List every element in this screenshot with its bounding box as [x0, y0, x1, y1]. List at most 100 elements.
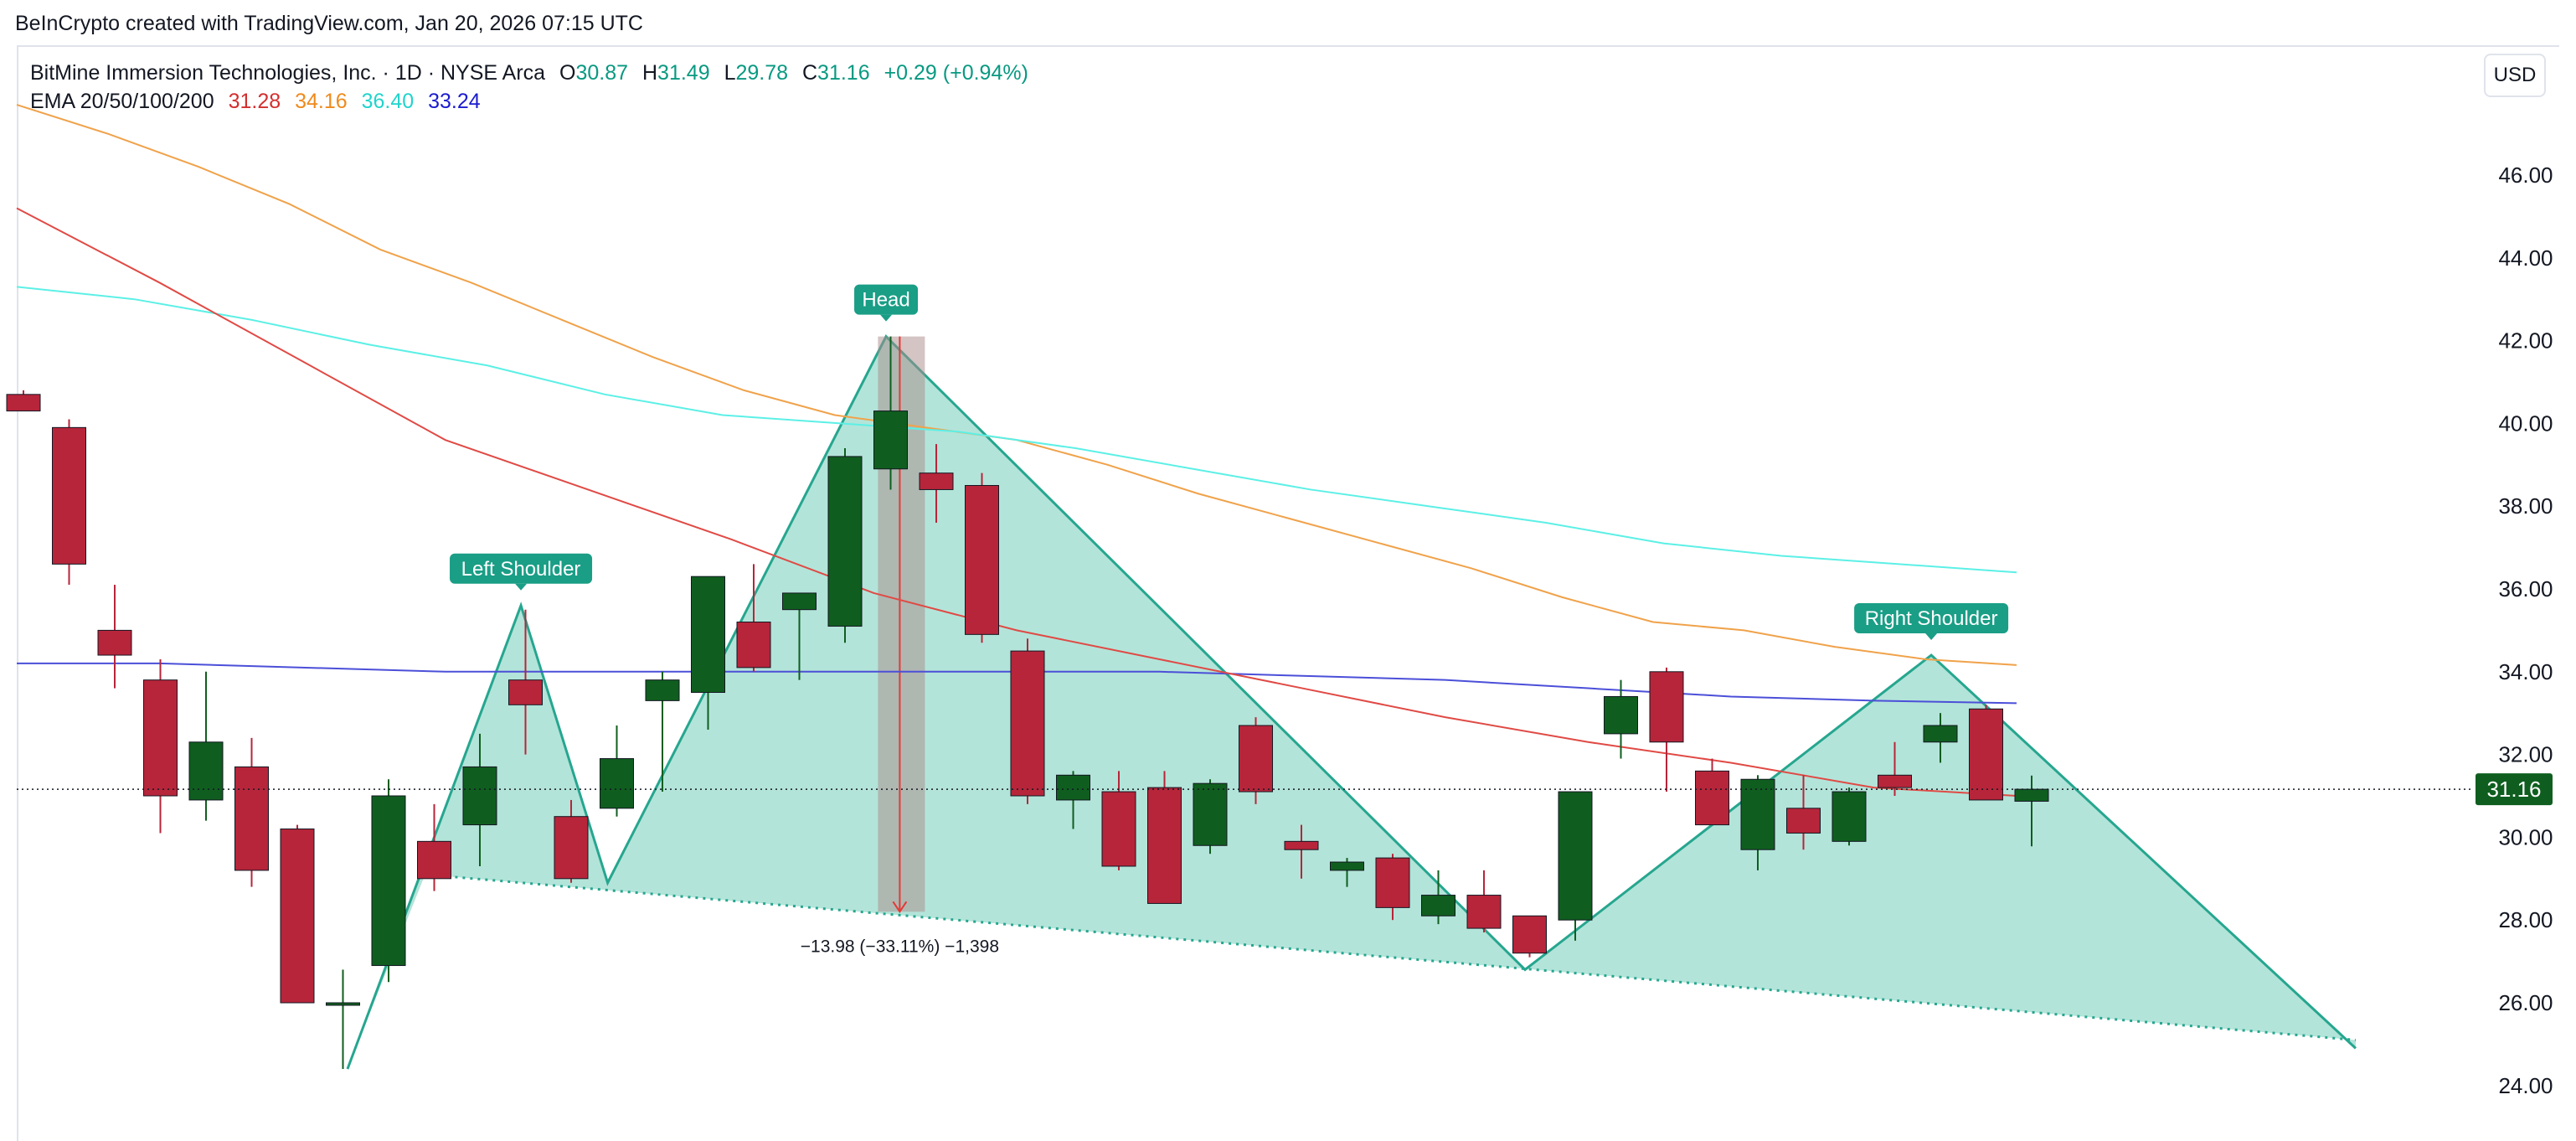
close-value: 31.16: [817, 61, 870, 85]
candle-body: [280, 829, 315, 1004]
candle-body: [1740, 778, 1775, 850]
candle-body: [1695, 770, 1729, 826]
candle: [782, 592, 817, 680]
candle: [6, 390, 41, 412]
candle-body: [1193, 782, 1228, 846]
pattern-fill: [347, 336, 2356, 1070]
low-value: 29.78: [735, 61, 789, 85]
close-label: C: [801, 61, 818, 85]
candle-body: [965, 485, 999, 635]
candle-body: [234, 766, 269, 871]
candle-body: [326, 1002, 360, 1006]
candle: [2014, 775, 2049, 847]
candle: [873, 336, 908, 490]
candle: [1878, 741, 1912, 796]
candle: [417, 803, 451, 891]
candle: [1512, 915, 1547, 958]
candle-body: [143, 679, 178, 797]
candle: [1466, 870, 1502, 933]
ema50-value: 34.16: [295, 90, 348, 113]
candle-body: [6, 394, 41, 412]
ema200-value: 33.24: [428, 90, 481, 113]
candle: [508, 609, 543, 755]
candle-body: [52, 426, 86, 565]
candle: [600, 725, 634, 817]
currency-button[interactable]: USD: [2484, 54, 2546, 97]
open-label: O: [559, 61, 576, 85]
candle: [326, 969, 360, 1070]
y-tick-label: 28.00: [2498, 907, 2553, 932]
candle-body: [1147, 787, 1182, 904]
candle: [1604, 679, 1638, 759]
y-tick-label: 34.00: [2498, 659, 2553, 684]
candle-body: [1786, 808, 1821, 834]
candle-body: [1969, 708, 2003, 801]
y-tick-label: 40.00: [2498, 410, 2553, 436]
ema-row: EMA 20/50/100/200 31.28 34.16 36.40 33.2…: [30, 87, 1028, 116]
neckline: [425, 873, 2357, 1041]
candle: [1375, 854, 1410, 921]
y-tick-label: 38.00: [2498, 493, 2553, 519]
candle: [645, 671, 680, 793]
candle: [1010, 638, 1045, 804]
candle: [1832, 787, 1867, 846]
pattern-label-pointer: [1925, 633, 1938, 641]
pattern-label: Head: [854, 284, 919, 322]
candle: [1330, 858, 1364, 887]
candle-body: [417, 840, 451, 880]
y-tick-label: 30.00: [2498, 824, 2553, 849]
candle-body: [1239, 725, 1273, 793]
candle-body: [371, 795, 406, 967]
ema100-line: [16, 286, 2017, 574]
candle: [280, 824, 315, 1004]
candle: [462, 733, 497, 866]
candle-body: [691, 576, 725, 693]
chart-credit: BeInCrypto created with TradingView.com,…: [15, 12, 643, 35]
candle-body: [1466, 895, 1502, 929]
candle: [1239, 717, 1273, 804]
candle: [1101, 771, 1136, 870]
candle-body: [873, 410, 908, 470]
candle-body: [1878, 774, 1912, 788]
candle: [1740, 775, 1775, 870]
y-tick-label: 24.00: [2498, 1073, 2553, 1098]
candle: [691, 576, 725, 730]
candle: [1649, 667, 1684, 793]
chart-legend: BitMine Immersion Technologies, Inc. · 1…: [30, 59, 1028, 116]
change-value: +0.29 (+0.94%): [884, 61, 1028, 85]
candle-body: [1010, 650, 1045, 797]
pattern-label-box: [1854, 603, 2009, 634]
candle: [554, 799, 589, 883]
y-tick-label: 42.00: [2498, 328, 2553, 354]
y-tick-label: 44.00: [2498, 245, 2553, 271]
candle: [1284, 824, 1319, 879]
candle-body: [1375, 857, 1410, 908]
candle-body: [2014, 788, 2049, 802]
candle-body: [1832, 791, 1867, 842]
candle: [1969, 705, 2003, 801]
pattern-label-box: [854, 284, 919, 315]
candle-body: [1649, 671, 1684, 743]
symbol-title[interactable]: BitMine Immersion Technologies, Inc. · 1…: [30, 61, 546, 85]
low-label: L: [724, 61, 736, 85]
last-price-badge: [2476, 773, 2553, 806]
candle: [234, 737, 269, 887]
ema-label[interactable]: EMA 20/50/100/200: [30, 90, 214, 113]
candle-body: [1512, 915, 1547, 954]
candle: [1923, 713, 1958, 763]
price-axis[interactable]: 46.00 44.00 42.00 40.00 38.00 36.00 34.00 32.00…: [17, 163, 2553, 1098]
candle-body: [1284, 840, 1319, 850]
candle: [1558, 791, 1593, 941]
candle-body: [645, 679, 680, 701]
pattern-label-text: Left Shoulder: [461, 558, 581, 581]
pattern-label: Left Shoulder: [450, 553, 593, 591]
candle-body: [600, 758, 634, 809]
measure-label: −13.98 (−33.11%) −1,398: [801, 937, 999, 956]
pattern-label-text: Head: [862, 289, 909, 312]
candle-body: [1604, 695, 1638, 735]
ema100-value: 36.40: [361, 90, 415, 113]
pattern-labels: Left Shoulder Head Right Shoulder: [450, 284, 2009, 641]
candle: [919, 444, 954, 523]
y-tick-label: 26.00: [2498, 990, 2553, 1015]
